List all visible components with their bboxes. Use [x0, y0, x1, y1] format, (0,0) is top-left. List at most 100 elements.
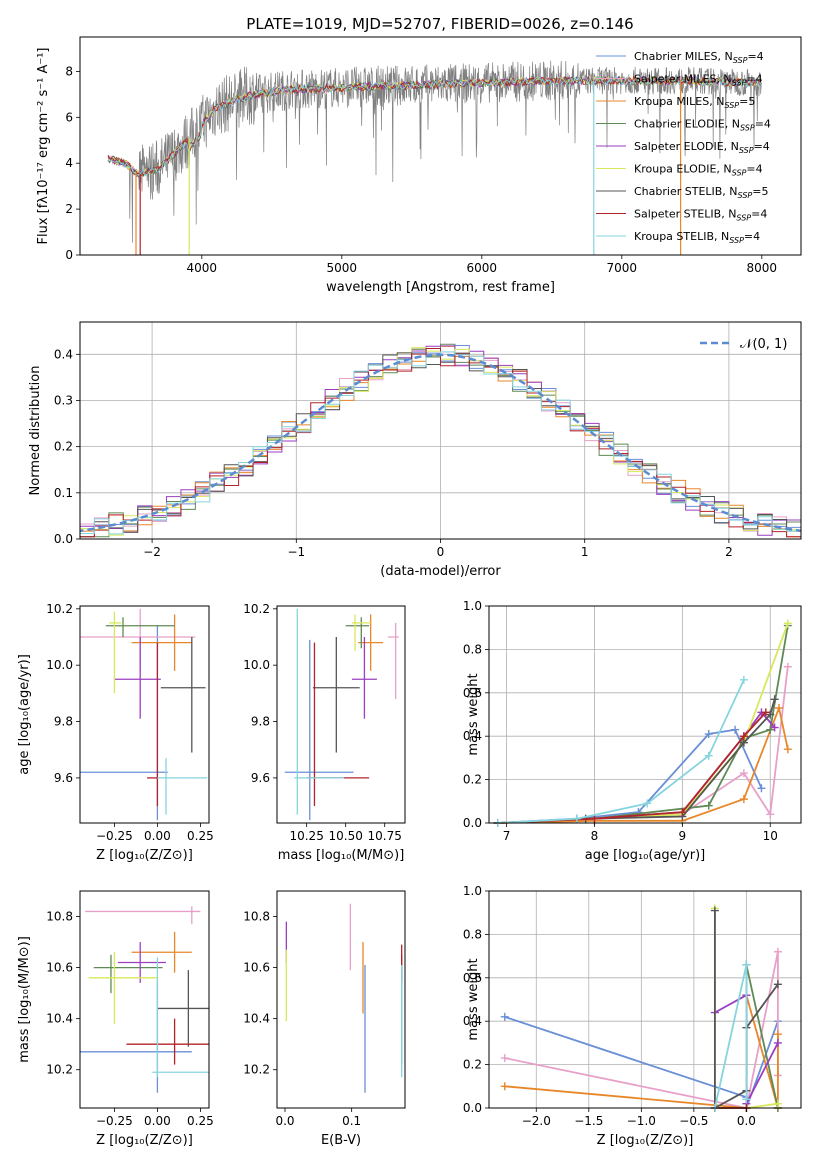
x-tick-label: −1.0 [627, 1114, 656, 1128]
errorbar-point [157, 758, 208, 815]
weight-marker [761, 708, 770, 717]
y-tick-label: 0.8 [463, 642, 482, 656]
errorbar-point [306, 642, 370, 807]
weight-marker [704, 730, 713, 739]
y-tick-label: 10.2 [46, 602, 73, 616]
plot-area [80, 343, 801, 538]
weight-marker [766, 810, 775, 819]
axes-frame [488, 605, 802, 824]
weight-marker [770, 695, 779, 704]
errorbar-point [358, 614, 384, 671]
errorbar-point [126, 1018, 209, 1065]
x-tick-label: 8 [591, 829, 599, 843]
y-tick-label: 0.1 [54, 486, 73, 500]
y-tick-label: 10.6 [46, 961, 73, 975]
weight-series [493, 619, 792, 827]
y-tick-label: 0.6 [463, 686, 482, 700]
weight-series [493, 708, 779, 827]
weight-series [493, 621, 792, 827]
legend-entry: 𝒩(0, 1) [740, 337, 787, 352]
legend-subscript: SSP [732, 79, 747, 88]
y-tick-label: 0.4 [54, 347, 73, 361]
y-tick-label: 0 [65, 248, 73, 262]
axes-frame [276, 605, 406, 824]
y-tick-label: 10.8 [46, 910, 73, 924]
weight-marker [710, 906, 719, 915]
legend-entry: Kroupa MILES, NSSP=5 [634, 95, 755, 110]
weight-marker [773, 1030, 782, 1039]
weight-marker [766, 710, 775, 719]
weight-marker [773, 980, 782, 989]
axes-age_vs_mass: 10.25 10.50 10.75 9.6 9.8 10.0 10.2 mass [log₁₀… [243, 602, 406, 863]
y-axis-label: mass weight [466, 673, 481, 755]
errorbar-point [387, 622, 399, 699]
y-axis-label: age [log₁₀(age/yr)] [17, 654, 32, 775]
plot-area [80, 608, 208, 821]
errorbar-point [147, 642, 159, 807]
weight-marker [739, 795, 748, 804]
x-tick-label: 0.00 [144, 1114, 171, 1128]
y-tick-label: 2 [65, 202, 73, 216]
y-tick-label: 0.0 [54, 532, 73, 546]
axes-mass_vs_EBV: 0.0 0.1 10.2 10.4 10.6 10.8 E(B-V) [243, 890, 406, 1148]
x-tick-label: −2.0 [522, 1114, 551, 1128]
y-tick-label: 0.2 [463, 1058, 482, 1072]
weight-line [497, 623, 789, 824]
y-tick-label: 10.2 [46, 1063, 73, 1077]
weight-marker [739, 675, 748, 684]
x-tick-label: 0.25 [187, 1114, 214, 1128]
weight-marker [783, 619, 792, 628]
x-tick-label: 10.25 [289, 829, 323, 843]
weight-marker [773, 1099, 782, 1108]
weight-series [493, 695, 779, 827]
errorbar-point [312, 637, 360, 753]
axes-frame [488, 890, 802, 1109]
weight-line [497, 728, 763, 824]
x-tick-label: 5000 [327, 261, 358, 275]
axes-mass_vs_Z: −0.25 0.00 0.25 10.2 10.4 10.6 10.8 Z [log₁₀(Z/… [17, 890, 214, 1148]
y-tick-label: 10.2 [243, 1063, 270, 1077]
x-tick-label: 4000 [187, 261, 218, 275]
histograms [80, 343, 801, 538]
weight-marker [500, 1082, 509, 1091]
x-tick-label: 9 [679, 829, 687, 843]
legend-entry: Salpeter MILES, NSSP=4 [634, 73, 763, 88]
y-tick-label: 9.8 [251, 715, 270, 729]
x-axis-label: Z [log₁₀(Z/Z⊙)] [96, 848, 193, 863]
weight-marker [590, 814, 599, 823]
legend-suffix: =4 [744, 230, 760, 243]
axes-weight_vs_age: 7 8 9 10 0.0 0.2 0.4 0.6 0.8 1.0 age [log₁₀(age/yr… [463, 599, 802, 863]
weight-marker [500, 1012, 509, 1021]
y-tick-label: 0.0 [463, 816, 482, 830]
weight-series [493, 675, 748, 827]
y-tick-label: 0.2 [463, 773, 482, 787]
y-tick-label: 0.4 [463, 1014, 482, 1028]
errorbar-point [88, 952, 158, 1024]
y-axis-label: Flux [fλ10⁻¹⁷ erg cm⁻² s⁻¹ A⁻¹] [36, 48, 51, 245]
x-axis-label: E(B-V) [321, 1133, 361, 1148]
legend-subscript: SSP [736, 214, 751, 223]
x-tick-label: −0.25 [96, 1114, 133, 1128]
x-tick-label: 0.0 [737, 1114, 756, 1128]
legend-entry: Chabrier STELIB, NSSP=5 [634, 185, 768, 200]
x-tick-label: 2 [725, 545, 733, 559]
axes-frame [79, 321, 802, 540]
y-tick-label: 0.4 [463, 729, 482, 743]
legend-subscript: SSP [733, 56, 748, 65]
errorbar-point [109, 611, 122, 694]
weight-marker [643, 799, 652, 808]
errorbar-point [157, 970, 209, 1047]
plot-area [493, 619, 792, 827]
legend-suffix: =5 [752, 185, 768, 198]
y-tick-label: 0.8 [463, 927, 482, 941]
y-axis-label: mass [log₁₀(M/M⊙)] [17, 936, 32, 1063]
weight-marker [766, 725, 775, 734]
spectrum-lines [107, 60, 762, 255]
weight-marker [678, 808, 687, 817]
y-tick-label: 0.0 [463, 1101, 482, 1115]
axes-frame [79, 605, 210, 824]
weight-marker [742, 1095, 751, 1104]
x-tick-label: 10.50 [329, 829, 363, 843]
y-tick-label: 9.8 [54, 715, 73, 729]
axes-frame [79, 890, 210, 1109]
